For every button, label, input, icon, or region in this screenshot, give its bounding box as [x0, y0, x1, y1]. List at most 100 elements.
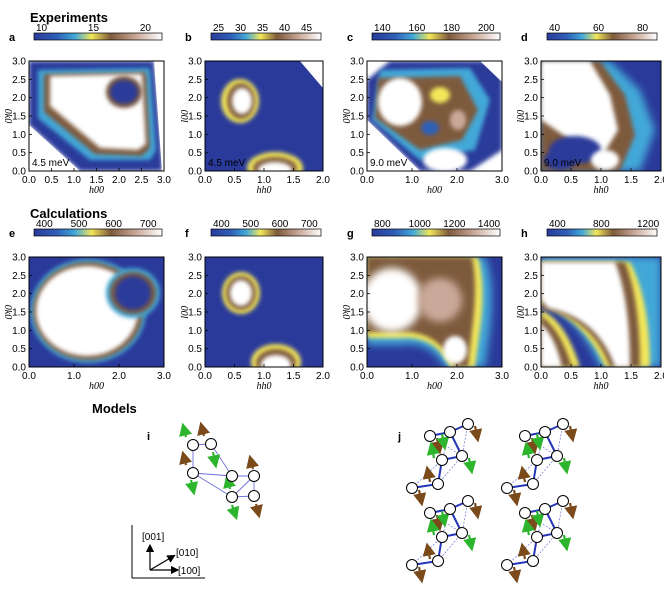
- x-axis-label: h00: [427, 185, 442, 196]
- model-i: [179, 421, 263, 521]
- x-tick-label: 1.0: [405, 371, 419, 382]
- x-tick-label: 1.0: [594, 371, 608, 382]
- x-axis-label: h00: [89, 381, 104, 392]
- colorbar-tick: 800: [374, 219, 391, 230]
- colorbar-tick: 1000: [409, 219, 432, 230]
- y-tick-label: 0.5: [524, 344, 538, 355]
- x-tick-label: 1.0: [257, 371, 271, 382]
- spin-arrow: [564, 502, 578, 520]
- colorbar-tick: 1200: [443, 219, 466, 230]
- colorbar-tick: 25: [213, 23, 225, 34]
- y-tick-label: 0.5: [188, 344, 202, 355]
- colorbar-tick: 10: [36, 23, 48, 34]
- colorbar-tick: 1400: [478, 219, 501, 230]
- panel-label-b: b: [185, 32, 192, 44]
- atom: [406, 559, 418, 571]
- spin-arrow: [431, 514, 445, 532]
- x-axis-label: hh0: [594, 185, 609, 196]
- spin-arrow: [526, 437, 540, 455]
- colorbar-tick: 600: [272, 219, 289, 230]
- colorbar-tick: 1200: [637, 219, 660, 230]
- colorbar-tick: 500: [242, 219, 259, 230]
- spin-arrow: [517, 465, 531, 483]
- spin-arrow: [422, 465, 436, 483]
- atom: [501, 482, 513, 494]
- y-tick-label: 0.0: [12, 363, 26, 374]
- x-axis-label: h00: [89, 185, 104, 196]
- atom: [531, 454, 543, 466]
- spin-arrow: [508, 566, 522, 584]
- colorbar-h: [546, 228, 658, 237]
- colorbar-tick: 400: [549, 219, 566, 230]
- y-tick-label: 3.0: [188, 57, 202, 68]
- y-tick-label: 1.5: [350, 112, 364, 123]
- x-tick-label: 1.0: [67, 371, 81, 382]
- atom: [424, 430, 436, 442]
- panel-d: d 40 60 80 0.0 0.5 1.0 1.5 2.0 2.5 3.0 0.0 0.5 1.0 1.5…: [514, 23, 664, 196]
- x-tick-label: 2.0: [450, 371, 464, 382]
- y-axis-label: 00l: [514, 306, 525, 319]
- spin-arrow: [463, 457, 477, 475]
- colorbar-tick: 15: [88, 23, 100, 34]
- atom: [527, 478, 539, 490]
- spin-arrow: [521, 441, 535, 459]
- y-tick-label: 0.0: [524, 167, 538, 178]
- x-tick-label: 1.5: [287, 371, 301, 382]
- colorbar-tick: 500: [71, 219, 88, 230]
- colorbar-tick: 800: [593, 219, 610, 230]
- colorbar-d: [546, 32, 658, 41]
- atom: [432, 478, 444, 490]
- y-tick-label: 2.5: [188, 75, 202, 86]
- atom: [531, 531, 543, 543]
- y-tick-label: 1.0: [188, 326, 202, 337]
- heatmap-a: [29, 61, 164, 171]
- colorbar-f: [210, 228, 322, 237]
- panel-label-f: f: [185, 228, 189, 240]
- y-tick-label: 2.0: [350, 289, 364, 300]
- x-tick-label: 2.0: [450, 175, 464, 186]
- y-axis-label: 0k0: [2, 305, 13, 319]
- y-tick-label: 2.5: [524, 271, 538, 282]
- x-tick-label: 0.0: [198, 175, 212, 186]
- colorbar-tick: 700: [301, 219, 318, 230]
- atom: [539, 426, 551, 438]
- y-tick-label: 0.5: [350, 148, 364, 159]
- spin-arrow: [426, 518, 440, 536]
- colorbar-tick: 30: [235, 23, 247, 34]
- y-tick-label: 2.0: [12, 93, 26, 104]
- heatmap-b: [205, 61, 323, 171]
- energy-label-d: 9.0 meV: [544, 158, 582, 169]
- atom: [462, 418, 474, 430]
- x-tick-label: 0.5: [228, 175, 242, 186]
- x-tick-label: 2.0: [112, 175, 126, 186]
- y-tick-label: 0.0: [188, 363, 202, 374]
- spin-arrow: [413, 566, 427, 584]
- colorbar-tick: 60: [593, 23, 605, 34]
- spin-arrow: [558, 457, 572, 475]
- unit-cell: [501, 495, 578, 584]
- colorbar-tick: 400: [36, 219, 53, 230]
- x-tick-label: 0.0: [360, 175, 374, 186]
- atom: [432, 555, 444, 567]
- atom: [456, 450, 468, 462]
- y-tick-label: 0.5: [350, 344, 364, 355]
- spin-arrow: [436, 433, 450, 451]
- y-tick-label: 2.0: [524, 93, 538, 104]
- y-tick-label: 3.0: [524, 57, 538, 68]
- panel-g: g 800 1000 1200 1400 0.0 0.5 1.0 1.5 2.0 2.5 3.0 0.0…: [340, 219, 509, 392]
- atom: [501, 559, 513, 571]
- y-tick-label: 2.0: [350, 93, 364, 104]
- x-tick-label: 2.0: [654, 175, 664, 186]
- spin-arrow: [413, 489, 427, 507]
- x-tick-label: 1.0: [594, 175, 608, 186]
- spin-arrow: [469, 425, 483, 443]
- colorbar-tick: 600: [105, 219, 122, 230]
- y-tick-label: 2.5: [188, 271, 202, 282]
- colorbar-tick: 400: [213, 219, 230, 230]
- spin-arrow: [517, 542, 531, 560]
- y-tick-label: 0.0: [188, 167, 202, 178]
- heatmap-g: [367, 257, 502, 367]
- x-axis-label: hh0: [594, 381, 609, 392]
- y-tick-label: 1.5: [188, 112, 202, 123]
